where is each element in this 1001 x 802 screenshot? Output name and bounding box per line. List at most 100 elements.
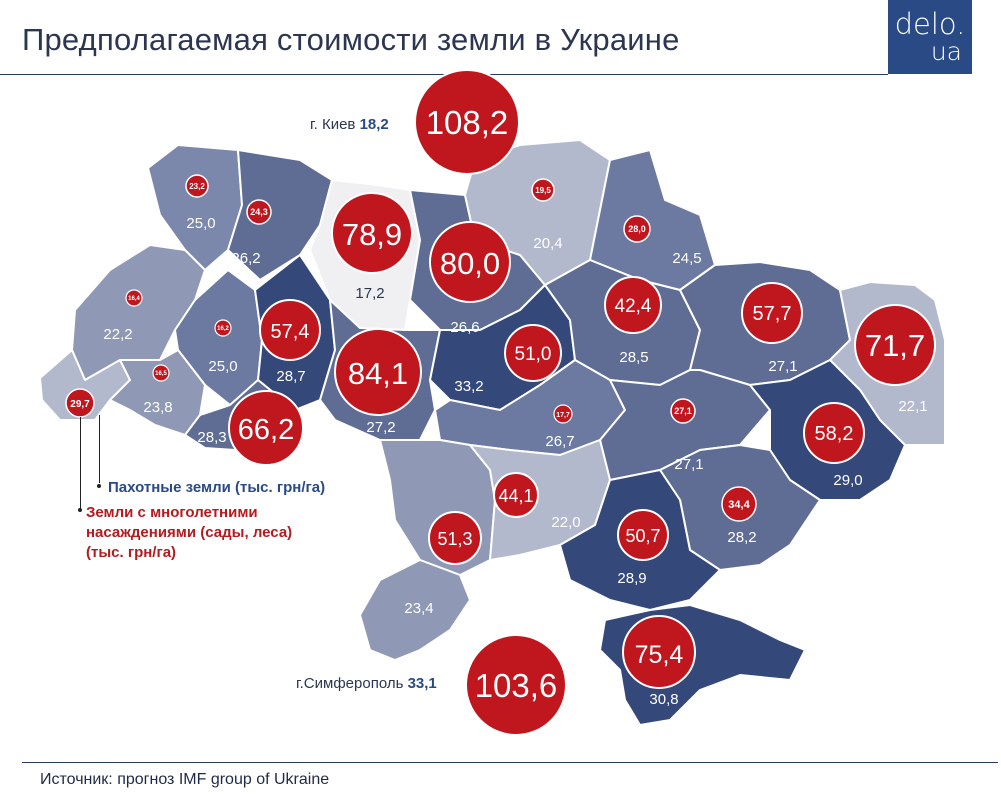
svg-text:57,7: 57,7 xyxy=(753,303,792,325)
arable-luhansk: 22,1 xyxy=(898,398,927,415)
footer-divider xyxy=(22,762,998,763)
svg-text:80,0: 80,0 xyxy=(440,246,500,281)
arable-dnipropetrovsk: 27,1 xyxy=(674,456,703,473)
svg-text:84,1: 84,1 xyxy=(348,356,408,391)
arable-zhytomyr: 26,6 xyxy=(450,319,479,336)
arable-kirovohrad: 26,7 xyxy=(545,433,574,450)
legend-line-arable xyxy=(99,415,100,483)
bubble-ternopil: 16,2 xyxy=(214,319,232,337)
bubble-rivne: 24,3 xyxy=(246,199,272,225)
legend-arable: Пахотные земли (тыс. грн/га) xyxy=(108,479,326,496)
arable-vinnytsia: 27,2 xyxy=(366,419,395,436)
svg-text:29,7: 29,7 xyxy=(70,399,90,410)
svg-text:44,1: 44,1 xyxy=(498,486,533,506)
bubble-simferopol: 103,6 xyxy=(465,634,567,736)
legend-line-perennial xyxy=(80,417,81,509)
bubble-zhytomyr: 80,0 xyxy=(429,221,511,303)
svg-text:51,3: 51,3 xyxy=(437,529,472,549)
svg-text:34,4: 34,4 xyxy=(728,499,750,511)
source-note: Источник: прогноз IMF group of Ukraine xyxy=(40,771,330,788)
arable-ivano-frankivsk: 23,8 xyxy=(143,399,172,416)
arable-cherkasy: 33,2 xyxy=(454,378,483,395)
arable-chernivtsi: 28,3 xyxy=(197,429,226,446)
legend-dot-perennial xyxy=(78,508,82,512)
arable-odesa-south: 23,4 xyxy=(404,600,433,617)
svg-text:16,2: 16,2 xyxy=(217,326,229,332)
bubble-luhansk: 71,7 xyxy=(854,304,936,386)
arable-kherson: 28,9 xyxy=(617,570,646,587)
svg-text:71,7: 71,7 xyxy=(865,328,925,363)
bubble-dnipropetrovsk: 27,1 xyxy=(670,398,696,424)
arable-donetsk: 29,0 xyxy=(833,472,862,489)
bubble-khmelnytskyi: 57,4 xyxy=(259,299,321,361)
arable-lviv: 22,2 xyxy=(103,326,132,343)
bubble-crimea: 75,4 xyxy=(622,615,696,689)
kyiv-city-label: г. Киев 18,2 xyxy=(310,116,389,133)
bubble-cherkasy: 51,0 xyxy=(504,324,562,382)
simferopol-arable: 33,1 xyxy=(407,675,437,692)
svg-text:58,2: 58,2 xyxy=(815,423,854,445)
bubble-volyn: 23,2 xyxy=(185,174,209,198)
svg-text:50,7: 50,7 xyxy=(625,526,660,546)
bubble-sumy: 28,0 xyxy=(623,215,651,243)
bubble-poltava: 42,4 xyxy=(604,276,662,334)
kyiv-city-name: г. Киев xyxy=(310,116,356,133)
bubble-zakarpattia: 29,7 xyxy=(65,388,95,418)
bubble-mykolaiv: 44,1 xyxy=(493,472,539,518)
svg-text:42,4: 42,4 xyxy=(615,296,652,317)
svg-text:27,1: 27,1 xyxy=(674,406,692,416)
logo-text-1: delo. xyxy=(894,7,966,41)
legend-perennial-line3: (тыс. грн/га) xyxy=(86,544,177,561)
arable-kharkiv: 27,1 xyxy=(768,358,797,375)
arable-poltava: 28,5 xyxy=(619,349,648,366)
bubble-lviv: 16,4 xyxy=(125,289,143,307)
arable-mykolaiv: 22,0 xyxy=(551,514,580,531)
legend-perennial-line1: Земли с многолетними xyxy=(86,504,258,521)
bubble-donetsk: 58,2 xyxy=(803,402,865,464)
bubble-vinnytsia: 84,1 xyxy=(334,328,422,416)
arable-khmelnytskyi: 28,7 xyxy=(276,368,305,385)
legend-perennial: Земли с многолетними насаждениями (сады,… xyxy=(86,503,292,563)
simferopol-name: г.Симферополь xyxy=(296,675,404,692)
svg-text:57,4: 57,4 xyxy=(271,321,310,343)
arable-rivne: 26,2 xyxy=(231,250,260,267)
svg-text:51,0: 51,0 xyxy=(515,344,552,365)
bubble-kirovohrad: 17,7 xyxy=(553,404,573,424)
arable-crimea: 30,8 xyxy=(649,691,678,708)
svg-text:17,7: 17,7 xyxy=(556,412,570,419)
bubble-chernivtsi: 66,2 xyxy=(228,390,304,466)
svg-text:66,2: 66,2 xyxy=(238,414,294,446)
arable-chernihiv: 20,4 xyxy=(533,235,562,252)
delo-logo[interactable]: delo. ua xyxy=(888,0,972,74)
logo-text-2: ua xyxy=(930,37,962,66)
svg-text:23,2: 23,2 xyxy=(189,182,205,191)
kyiv-city-arable: 18,2 xyxy=(359,116,389,133)
svg-text:16,4: 16,4 xyxy=(128,296,140,302)
legend-perennial-line2: насаждениями (сады, леса) xyxy=(86,524,293,541)
arable-volyn: 25,0 xyxy=(186,215,215,232)
bubble-zaporizhzhia: 34,4 xyxy=(721,486,757,522)
arable-zaporizhzhia: 28,2 xyxy=(727,529,756,546)
simferopol-label: г.Симферополь 33,1 xyxy=(296,675,437,692)
svg-text:103,6: 103,6 xyxy=(475,667,558,704)
bubble-kyiv-oblast: 78,9 xyxy=(331,192,413,274)
bubble-kharkiv: 57,7 xyxy=(741,282,803,344)
legend-dot-arable xyxy=(97,484,101,488)
svg-text:16,5: 16,5 xyxy=(155,371,167,377)
region-odesa-south xyxy=(359,559,471,661)
svg-text:24,3: 24,3 xyxy=(250,207,268,217)
bubble-ivano-frankivsk: 16,5 xyxy=(152,364,170,382)
svg-text:108,2: 108,2 xyxy=(426,104,509,141)
bubble-kyiv-city: 108,2 xyxy=(414,69,520,175)
arable-sumy: 24,5 xyxy=(672,250,701,267)
page-title: Предполагаемая стоимости земли в Украине xyxy=(22,22,680,57)
svg-text:19,5: 19,5 xyxy=(535,186,551,195)
arable-ternopil: 25,0 xyxy=(208,358,237,375)
bubble-odesa-north: 51,3 xyxy=(428,511,482,565)
svg-text:78,9: 78,9 xyxy=(342,217,402,252)
arable-zakarpattia: 22,0 xyxy=(101,414,130,431)
svg-text:75,4: 75,4 xyxy=(635,641,684,669)
svg-text:28,0: 28,0 xyxy=(628,224,646,234)
bubble-kherson: 50,7 xyxy=(617,509,669,561)
